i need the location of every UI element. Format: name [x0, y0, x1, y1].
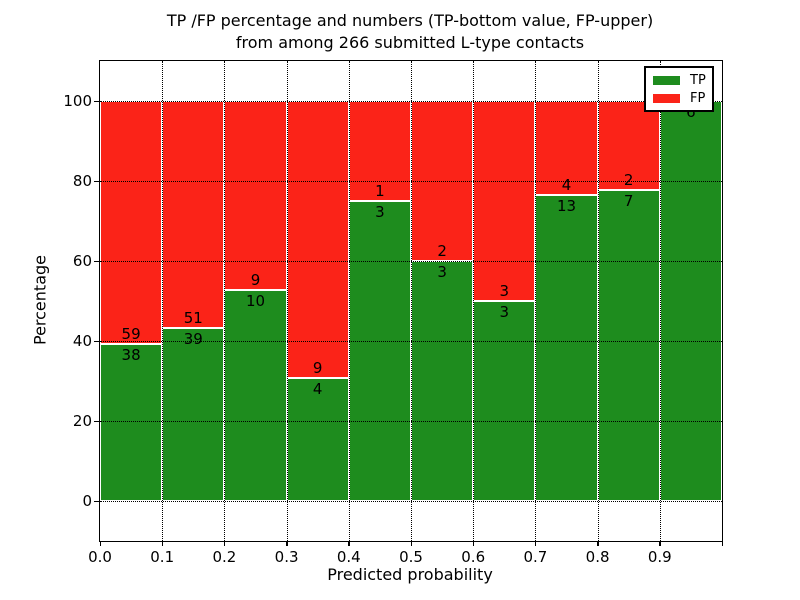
fp-legend-swatch [653, 93, 680, 103]
bar-label-fp-6: 3 [499, 282, 510, 300]
y-axis-label: Percentage [30, 254, 50, 346]
x-tick-label-0.3: 0.3 [274, 548, 299, 566]
bar-label-tp-4: 3 [375, 203, 385, 221]
bar-segment-fp-1 [162, 101, 225, 328]
bar-label-tp-5: 3 [437, 263, 447, 281]
v-gridline-2 [224, 61, 226, 541]
fp-legend-label: FP [690, 90, 706, 106]
tp-legend-label: TP [690, 72, 706, 88]
legend-row-fp: FP [653, 91, 705, 106]
bar-segment-fp-4 [348, 101, 411, 201]
x-tick-mark-5 [410, 541, 412, 546]
bar-label-tp-2: 10 [245, 292, 266, 311]
bar-segment-fp-6 [473, 101, 536, 301]
y-tick-mark-100 [94, 100, 99, 102]
v-gridline-1 [162, 61, 164, 541]
y-tick-mark-0 [94, 500, 99, 502]
bar-segment-tp-2 [224, 290, 287, 501]
x-tick-mark-0 [99, 541, 101, 546]
bar-label-fp-3: 9 [312, 358, 323, 377]
bar-segment-tp-6 [473, 301, 536, 501]
v-gridline-3 [286, 61, 288, 541]
v-gridline-4 [348, 61, 350, 541]
bar-label-fp-4: 1 [375, 182, 385, 200]
x-tick-label-0.5: 0.5 [399, 548, 423, 566]
bar-segment-fp-2 [224, 101, 287, 291]
y-tick-label-100: 100 [63, 92, 92, 110]
y-tick-mark-80 [94, 180, 99, 182]
bar-label-tp-9: 6 [686, 103, 696, 121]
x-tick-label-0.4: 0.4 [336, 548, 361, 566]
y-tick-label-60: 60 [72, 252, 92, 270]
bar-segment-fp-7 [535, 101, 598, 196]
v-gridline-5 [411, 61, 412, 541]
x-tick-label-0.1: 0.1 [150, 548, 175, 566]
x-tick-label-0.9: 0.9 [647, 548, 672, 566]
v-gridline-7 [535, 61, 537, 541]
bar-label-fp-1: 51 [183, 308, 203, 327]
bar-segment-tp-0 [100, 344, 163, 501]
y-tick-label-80: 80 [72, 172, 92, 190]
bar-segment-fp-0 [100, 101, 163, 345]
v-gridline-9 [659, 61, 661, 541]
bar-label-tp-1: 39 [183, 329, 203, 348]
x-tick-label-0.7: 0.7 [523, 548, 548, 566]
y-tick-mark-40 [94, 340, 99, 342]
plot-area: 593851399109413233341327060.00.10.20.30.… [63, 60, 723, 566]
x-tick-label-0.6: 0.6 [461, 548, 486, 566]
legend: TP FP [644, 66, 714, 112]
y-tick-label-40: 40 [72, 332, 92, 350]
x-tick-label-0.8: 0.8 [585, 548, 610, 566]
x-tick-label-0.2: 0.2 [212, 548, 237, 566]
x-tick-mark-8 [597, 541, 599, 546]
bar-label-fp-8: 2 [623, 170, 634, 189]
x-tick-mark-9 [659, 541, 661, 546]
chart-title-line1: TP /FP percentage and numbers (TP-bottom… [166, 11, 654, 30]
x-tick-mark-10 [721, 541, 723, 546]
bar-label-tp-0: 38 [121, 346, 141, 365]
v-gridline-6 [473, 61, 475, 541]
bar-segment-tp-1 [162, 327, 225, 501]
x-tick-mark-4 [348, 541, 350, 546]
bar-segment-fp-3 [286, 101, 349, 378]
bar-segment-tp-7 [535, 195, 598, 501]
bar-label-fp-0: 59 [121, 325, 141, 344]
bar-label-tp-3: 4 [312, 379, 323, 398]
x-tick-mark-3 [286, 541, 288, 546]
bar-segment-tp-5 [411, 261, 474, 501]
x-tick-mark-6 [472, 541, 475, 546]
legend-row-tp: TP [653, 72, 706, 88]
v-gridline-8 [597, 61, 599, 541]
bar-label-fp-2: 9 [250, 271, 261, 290]
x-axis-label: Predicted probability [327, 565, 493, 584]
x-tick-mark-2 [223, 541, 226, 546]
chart-title-line2: from among 266 submitted L-type contacts [235, 33, 585, 52]
bar-label-fp-5: 2 [437, 242, 447, 260]
y-tick-mark-20 [94, 420, 99, 422]
bar-segment-tp-4 [348, 201, 411, 501]
bar-label-tp-6: 3 [499, 303, 510, 321]
bar-label-tp-7: 13 [556, 197, 577, 216]
tp-legend-swatch [653, 75, 680, 85]
y-tick-label-20: 20 [72, 412, 92, 430]
bar-segment-tp-8 [597, 189, 660, 501]
y-tick-label-0: 0 [82, 492, 92, 510]
y-tick-mark-60 [94, 260, 99, 262]
x-tick-label-0.0: 0.0 [88, 548, 112, 566]
bar-label-fp-7: 4 [561, 176, 572, 195]
bar-label-tp-8: 7 [623, 191, 634, 210]
x-tick-mark-7 [534, 541, 537, 546]
x-tick-mark-1 [161, 541, 164, 546]
bar-segment-tp-9 [659, 101, 722, 501]
